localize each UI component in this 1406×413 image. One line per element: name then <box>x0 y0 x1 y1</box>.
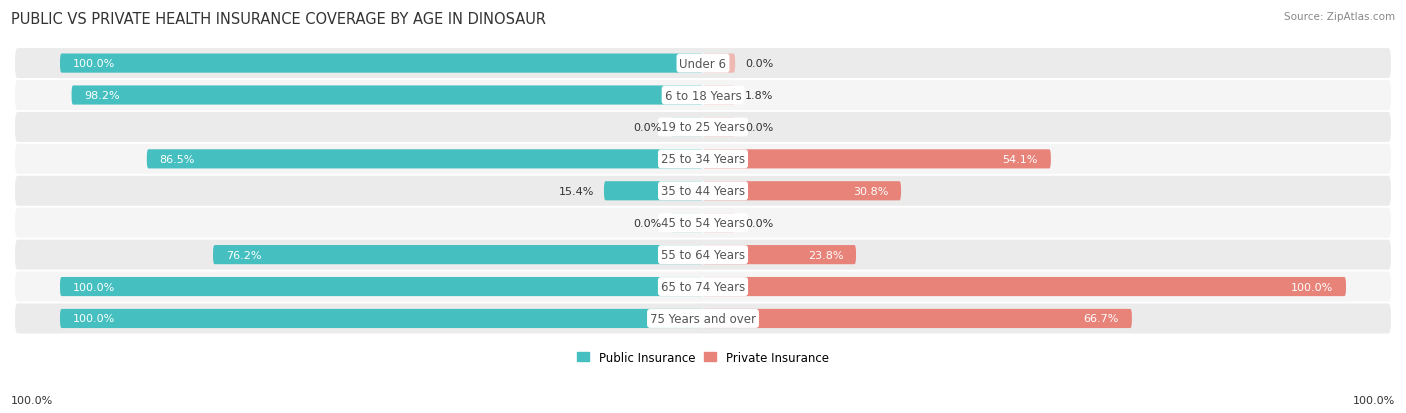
Text: 6 to 18 Years: 6 to 18 Years <box>665 89 741 102</box>
Text: Source: ZipAtlas.com: Source: ZipAtlas.com <box>1284 12 1395 22</box>
Text: 76.2%: 76.2% <box>226 250 262 260</box>
Text: 30.8%: 30.8% <box>853 186 889 196</box>
Text: 25 to 34 Years: 25 to 34 Years <box>661 153 745 166</box>
FancyBboxPatch shape <box>703 86 735 105</box>
FancyBboxPatch shape <box>703 277 1346 297</box>
Text: 0.0%: 0.0% <box>745 123 773 133</box>
FancyBboxPatch shape <box>703 309 1132 328</box>
FancyBboxPatch shape <box>671 118 703 137</box>
FancyBboxPatch shape <box>15 49 1391 79</box>
Text: 98.2%: 98.2% <box>84 91 120 101</box>
Text: 0.0%: 0.0% <box>633 218 661 228</box>
Text: 66.7%: 66.7% <box>1084 314 1119 324</box>
FancyBboxPatch shape <box>605 182 703 201</box>
FancyBboxPatch shape <box>72 86 703 105</box>
Text: 55 to 64 Years: 55 to 64 Years <box>661 249 745 261</box>
Text: 100.0%: 100.0% <box>1353 395 1395 405</box>
FancyBboxPatch shape <box>15 304 1391 334</box>
FancyBboxPatch shape <box>15 81 1391 111</box>
Text: 15.4%: 15.4% <box>560 186 595 196</box>
Text: 100.0%: 100.0% <box>1291 282 1333 292</box>
FancyBboxPatch shape <box>15 208 1391 238</box>
FancyBboxPatch shape <box>15 240 1391 270</box>
FancyBboxPatch shape <box>15 113 1391 142</box>
Text: 100.0%: 100.0% <box>73 282 115 292</box>
Text: 86.5%: 86.5% <box>160 154 195 164</box>
Text: 45 to 54 Years: 45 to 54 Years <box>661 217 745 230</box>
Text: Under 6: Under 6 <box>679 57 727 70</box>
FancyBboxPatch shape <box>703 182 901 201</box>
FancyBboxPatch shape <box>146 150 703 169</box>
Text: PUBLIC VS PRIVATE HEALTH INSURANCE COVERAGE BY AGE IN DINOSAUR: PUBLIC VS PRIVATE HEALTH INSURANCE COVER… <box>11 12 547 27</box>
FancyBboxPatch shape <box>703 150 1050 169</box>
FancyBboxPatch shape <box>60 309 703 328</box>
FancyBboxPatch shape <box>60 55 703 74</box>
Text: 35 to 44 Years: 35 to 44 Years <box>661 185 745 198</box>
Text: 1.8%: 1.8% <box>745 91 773 101</box>
Text: 0.0%: 0.0% <box>633 123 661 133</box>
FancyBboxPatch shape <box>703 245 856 265</box>
Text: 65 to 74 Years: 65 to 74 Years <box>661 280 745 293</box>
FancyBboxPatch shape <box>214 245 703 265</box>
Text: 19 to 25 Years: 19 to 25 Years <box>661 121 745 134</box>
Text: 0.0%: 0.0% <box>745 59 773 69</box>
Text: 100.0%: 100.0% <box>11 395 53 405</box>
FancyBboxPatch shape <box>703 55 735 74</box>
Text: 54.1%: 54.1% <box>1002 154 1038 164</box>
Text: 75 Years and over: 75 Years and over <box>650 312 756 325</box>
FancyBboxPatch shape <box>703 214 735 233</box>
FancyBboxPatch shape <box>15 145 1391 174</box>
Text: 100.0%: 100.0% <box>73 314 115 324</box>
Text: 100.0%: 100.0% <box>73 59 115 69</box>
Legend: Public Insurance, Private Insurance: Public Insurance, Private Insurance <box>572 347 834 369</box>
FancyBboxPatch shape <box>703 118 735 137</box>
Text: 0.0%: 0.0% <box>745 218 773 228</box>
FancyBboxPatch shape <box>15 176 1391 206</box>
FancyBboxPatch shape <box>671 214 703 233</box>
FancyBboxPatch shape <box>15 272 1391 302</box>
FancyBboxPatch shape <box>60 277 703 297</box>
Text: 23.8%: 23.8% <box>807 250 844 260</box>
